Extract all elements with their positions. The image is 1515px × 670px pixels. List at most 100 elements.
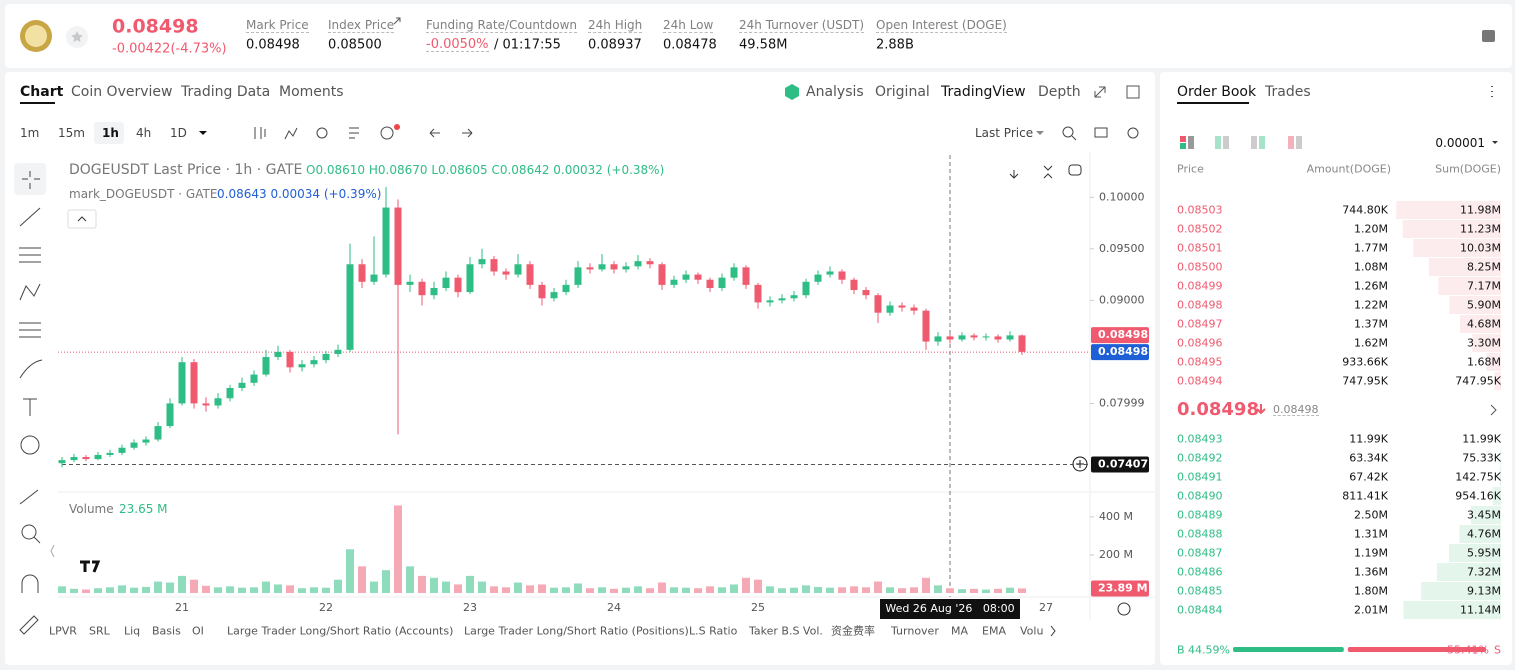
interval[interactable]: 1D	[170, 126, 187, 140]
indicator-more[interactable]	[1050, 625, 1056, 637]
refresh-icon[interactable]	[1068, 164, 1082, 176]
row-price[interactable]: 0.08488	[1177, 527, 1223, 541]
candle-body	[358, 264, 366, 282]
depth-bar	[1436, 563, 1501, 581]
row-price[interactable]: 0.08489	[1177, 508, 1223, 522]
drawing-tools[interactable]	[19, 171, 43, 635]
row-sum: 954.16K	[1455, 489, 1501, 503]
interval[interactable]: 4h	[136, 126, 152, 140]
indicator-tab[interactable]: Large Trader Long/Short Ratio (Accounts)	[227, 624, 454, 638]
row-price[interactable]: 0.08495	[1177, 355, 1223, 369]
indicator-tab[interactable]: Liq	[124, 624, 141, 638]
indicator-tab[interactable]: SRL	[89, 624, 110, 638]
volume-bar	[718, 587, 726, 593]
notes-icon[interactable]	[1482, 30, 1495, 42]
tool-selected-bg	[14, 163, 46, 195]
interval[interactable]: 1m	[20, 126, 40, 140]
star-icon	[71, 31, 83, 43]
book-layout-icons[interactable]	[1180, 136, 1302, 149]
crosshair-price-label: 0.07407	[1098, 458, 1148, 471]
volume-bar	[346, 549, 354, 593]
candle-body	[466, 264, 474, 293]
volume-bar	[574, 583, 582, 593]
view-tab[interactable]: Original	[875, 84, 930, 100]
indicator-tab[interactable]: Volu	[1020, 624, 1044, 638]
depth-bar	[1472, 334, 1501, 352]
row-amount: 11.99K	[1349, 432, 1388, 446]
column-price: Price	[1177, 162, 1204, 176]
interval[interactable]: 1h	[102, 126, 119, 140]
mid-more[interactable]	[1490, 404, 1497, 416]
order-book-tab[interactable]: Order Book	[1177, 84, 1257, 100]
row-price[interactable]: 0.08496	[1177, 336, 1223, 350]
candle-body	[166, 403, 174, 427]
volume-bar	[118, 585, 126, 593]
volume-bar	[394, 505, 402, 593]
row-price[interactable]: 0.08485	[1177, 584, 1223, 598]
precision-arrow[interactable]	[1492, 141, 1498, 144]
row-price[interactable]: 0.08494	[1177, 374, 1223, 388]
collapse-icon[interactable]	[1043, 165, 1053, 179]
toolbar-icons[interactable]	[254, 126, 1139, 141]
row-price[interactable]: 0.08499	[1177, 279, 1223, 293]
row-amount: 1.31M	[1354, 527, 1388, 541]
price-source[interactable]: Last Price	[975, 126, 1034, 140]
chart-tab[interactable]: Coin Overview	[71, 84, 173, 100]
chart-tab[interactable]: Chart	[20, 84, 64, 100]
side-toggle[interactable]	[50, 544, 55, 558]
y-tick-label: 0.09000	[1099, 293, 1145, 306]
fullscreen-icon[interactable]	[1094, 86, 1106, 98]
row-price[interactable]: 0.08503	[1177, 203, 1223, 217]
volume-bar	[178, 575, 186, 593]
row-price[interactable]: 0.08484	[1177, 603, 1223, 617]
row-price[interactable]: 0.08497	[1177, 317, 1223, 331]
precision[interactable]: 0.00001	[1435, 136, 1485, 150]
row-price[interactable]: 0.08502	[1177, 222, 1223, 236]
dropdown-arrow[interactable]	[199, 131, 207, 135]
volume-bar	[130, 587, 138, 593]
view-tab[interactable]: Depth	[1038, 84, 1081, 100]
candle-body	[982, 336, 990, 338]
row-price[interactable]: 0.08498	[1177, 298, 1223, 312]
active-tab-underline	[20, 102, 55, 104]
view-tab[interactable]: Analysis	[806, 84, 864, 100]
indicator-tab[interactable]: Basis	[152, 624, 181, 638]
indicator-tab[interactable]: EMA	[982, 624, 1006, 638]
chart-tab[interactable]: Moments	[279, 84, 344, 100]
interval[interactable]: 15m	[58, 126, 85, 140]
indicator-tab[interactable]: 资金费率	[831, 624, 875, 638]
volume-bar	[670, 587, 678, 593]
candle-body	[970, 335, 978, 338]
scroll-down-icon[interactable]	[1009, 170, 1019, 179]
indicator-tab[interactable]: OI	[192, 624, 204, 638]
view-tab[interactable]: TradingView	[941, 84, 1026, 100]
candle-body	[766, 300, 774, 303]
indicator-tab[interactable]: Turnover	[891, 624, 939, 638]
volume-bar	[874, 581, 882, 593]
indicator-tab[interactable]: MA	[951, 624, 969, 638]
depth-bar	[1459, 525, 1501, 543]
row-price[interactable]: 0.08486	[1177, 565, 1223, 579]
window-icon[interactable]	[1126, 85, 1140, 99]
indicator-tab[interactable]: Taker B.S Vol.	[749, 624, 823, 638]
indicator-tab[interactable]: LPVR	[49, 624, 77, 638]
row-price[interactable]: 0.08493	[1177, 432, 1223, 446]
volume-bar	[322, 587, 330, 593]
settings-icon[interactable]	[1117, 602, 1131, 616]
row-price[interactable]: 0.08501	[1177, 241, 1223, 255]
column-sum: Sum(DOGE)	[1435, 162, 1501, 176]
row-price[interactable]: 0.08491	[1177, 470, 1223, 484]
price-source-arrow[interactable]	[1036, 131, 1044, 135]
indicator-tab[interactable]: Large Trader Long/Short Ratio (Positions…	[464, 624, 689, 638]
row-price[interactable]: 0.08500	[1177, 260, 1223, 274]
indicator-tab[interactable]: L.S Ratio	[689, 624, 738, 638]
volume-bar	[454, 584, 462, 593]
order-book-tab[interactable]: Trades	[1265, 84, 1311, 100]
volume-bar	[646, 588, 654, 593]
legend-toggle[interactable]	[67, 209, 97, 229]
row-price[interactable]: 0.08487	[1177, 546, 1223, 560]
row-price[interactable]: 0.08492	[1177, 451, 1223, 465]
chart-tab[interactable]: Trading Data	[181, 84, 271, 100]
candle-body	[370, 274, 378, 282]
row-price[interactable]: 0.08490	[1177, 489, 1223, 503]
